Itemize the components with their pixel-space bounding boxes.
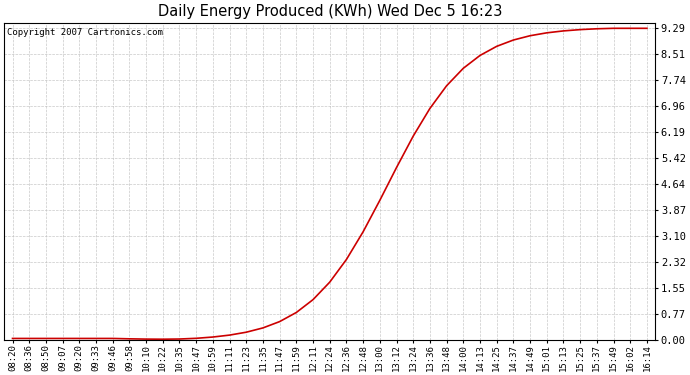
Text: Copyright 2007 Cartronics.com: Copyright 2007 Cartronics.com — [8, 28, 164, 37]
Title: Daily Energy Produced (KWh) Wed Dec 5 16:23: Daily Energy Produced (KWh) Wed Dec 5 16… — [157, 4, 502, 19]
